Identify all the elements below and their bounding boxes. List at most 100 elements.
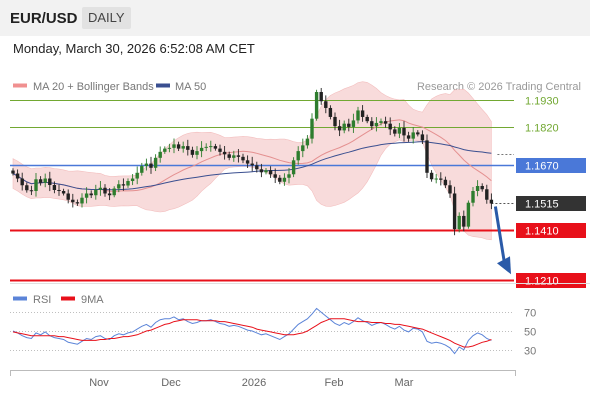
candle [61, 188, 66, 196]
candle [393, 126, 397, 137]
candle [337, 119, 342, 137]
candle-body [434, 178, 438, 180]
candle-body [462, 215, 466, 227]
candle-body [420, 134, 425, 141]
candle [411, 127, 415, 144]
candle [126, 178, 130, 188]
candle-body [471, 190, 475, 203]
candle-body [213, 146, 218, 149]
candle [402, 121, 406, 142]
candle-body [388, 123, 392, 130]
candle-body [167, 147, 172, 149]
candle-body [250, 163, 254, 166]
candle-body [236, 155, 241, 157]
candle-body [374, 122, 379, 127]
candle [245, 155, 250, 169]
candle-body [103, 187, 107, 194]
candle [232, 150, 236, 162]
time-axis: Nov Dec 2026 Feb Mar [10, 370, 516, 389]
candle [420, 130, 425, 145]
forecast-arrow-head [497, 256, 511, 275]
candle [34, 172, 38, 197]
candle [360, 105, 365, 122]
candle-body [199, 147, 204, 152]
candle [181, 141, 185, 153]
candle [98, 181, 103, 196]
candle-body [11, 170, 15, 174]
ma20-legend-label: MA 20 + Bollinger Bands [33, 81, 154, 93]
rsi-legend-label: RSI [33, 294, 51, 306]
candle-body [29, 190, 34, 192]
forecast-arrow-shaft [493, 206, 506, 261]
candle [255, 161, 259, 173]
ma50-legend-swatch [156, 83, 170, 88]
candle-body [268, 170, 273, 175]
candle-body [144, 163, 149, 167]
candle [356, 106, 360, 124]
candle [466, 200, 471, 229]
candle [379, 118, 383, 126]
candle [480, 183, 484, 192]
candle [222, 146, 227, 160]
support-level-label: 1.1410 [525, 226, 559, 238]
candle [103, 184, 107, 197]
candle [48, 171, 52, 192]
candle [43, 173, 47, 188]
resistance-level-label: 1.1930 [525, 96, 559, 108]
candle [475, 180, 480, 197]
candle [319, 87, 323, 105]
candle [227, 151, 231, 161]
candle [443, 176, 448, 189]
candle-body [15, 173, 20, 179]
candle [383, 116, 388, 128]
candle [406, 131, 411, 142]
candle [153, 154, 158, 172]
candle [268, 166, 273, 178]
period-badge[interactable]: DAILY [82, 7, 131, 29]
top-bar: EUR/USD DAILY [0, 0, 590, 36]
candle [462, 210, 466, 232]
candle [370, 117, 374, 130]
candle-body [117, 184, 121, 189]
candle [89, 190, 93, 199]
rsi-tick-label: 30 [524, 346, 536, 358]
candle [80, 193, 84, 208]
candle-body [264, 170, 268, 173]
candle-body [452, 193, 457, 230]
candle-body [489, 199, 494, 204]
candle-body [71, 199, 75, 203]
pivot-level-label: 1.1670 [525, 161, 559, 173]
candle-body [259, 169, 264, 173]
candle [282, 173, 287, 186]
candle-body [140, 166, 144, 173]
candle-body [112, 188, 116, 196]
rsi-tick-label: 50 [524, 327, 536, 339]
candle-body [181, 146, 185, 149]
candle-body [457, 215, 461, 230]
candle-body [121, 184, 126, 186]
candle-body [291, 160, 296, 175]
data-source-credit: Research © 2026 Trading Central [417, 81, 581, 93]
candle [167, 143, 172, 153]
candle-body [443, 179, 448, 186]
candle [52, 181, 57, 194]
candle [218, 144, 222, 156]
candle-body [333, 116, 337, 127]
candle-body [448, 185, 452, 194]
candle [485, 184, 489, 204]
candle [209, 140, 213, 152]
candle [448, 180, 452, 198]
ma50-line [12, 141, 492, 191]
candle [107, 188, 112, 201]
candle [452, 186, 457, 236]
candle-body [425, 140, 429, 173]
candle [20, 172, 24, 191]
candle [333, 112, 337, 131]
candle-body [84, 193, 89, 198]
candle-body [319, 92, 323, 102]
rsi-legend: RSI 9MA [13, 294, 104, 306]
candle-body [356, 110, 360, 121]
last_price-level-tag [516, 196, 586, 211]
candle-body [75, 202, 80, 204]
